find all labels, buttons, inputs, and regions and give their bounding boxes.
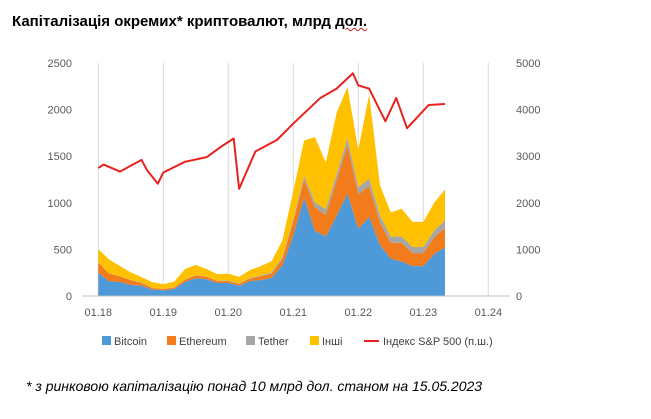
area-bitcoin (98, 193, 445, 296)
y-left-tick-label: 500 (54, 244, 72, 256)
x-tick-label: 01.23 (410, 307, 438, 319)
y-axis-right: 0 1000 2000 3000 4000 5000 (516, 58, 540, 303)
y-right-tick-label: 1000 (516, 244, 540, 256)
legend-label-ethereum: Ethereum (179, 336, 227, 348)
legend-swatch-bitcoin (102, 336, 111, 345)
x-tick-label: 01.18 (84, 307, 112, 319)
sp500-line-series (97, 72, 446, 190)
chart-title-unit: дол. (335, 13, 368, 30)
x-tick-label: 01.20 (215, 307, 243, 319)
stacked-area-chart: 0 500 1000 1500 2000 2500 0 1000 2000 3000 4000 50… (48, 58, 541, 348)
area-series (98, 87, 445, 296)
footnote: * з ринковою капіталізацію понад 10 млрд… (26, 378, 483, 394)
y-axis-left: 0 500 1000 1500 2000 2500 (48, 58, 72, 303)
y-left-tick-label: 1500 (48, 151, 72, 163)
x-tick-label: 01.24 (475, 307, 503, 319)
chart-title-main: Капіталізація окремих* криптовалют, млрд (12, 13, 336, 30)
y-right-tick-label: 4000 (516, 105, 540, 117)
y-left-tick-label: 0 (66, 291, 72, 303)
legend-swatch-ethereum (167, 336, 176, 345)
sp500-line (97, 72, 446, 190)
y-left-tick-label: 2000 (48, 105, 72, 117)
y-left-tick-label: 1000 (48, 198, 72, 210)
legend-label-other: Інші (322, 336, 342, 348)
y-right-tick-label: 2000 (516, 198, 540, 210)
x-axis: 01.18 01.19 01.20 01.21 01.22 01.23 01.24 (82, 295, 510, 319)
y-right-tick-label: 0 (516, 291, 522, 303)
legend: Bitcoin Ethereum Tether Інші Індекс S&P … (102, 336, 493, 348)
legend-label-sp500: Індекс S&P 500 (п.ш.) (383, 336, 493, 348)
area-ethereum (98, 145, 445, 291)
x-tick-label: 01.21 (280, 307, 308, 319)
y-left-tick-label: 2500 (48, 58, 72, 70)
legend-swatch-tether (246, 336, 255, 345)
y-right-tick-label: 5000 (516, 58, 540, 70)
area-інші (98, 87, 445, 289)
x-tick-label: 01.22 (345, 307, 373, 319)
x-tick-label: 01.19 (150, 307, 178, 319)
chart-title: Капіталізація окремих* криптовалют, млрд… (12, 13, 367, 30)
legend-swatch-other (310, 336, 319, 345)
legend-label-bitcoin: Bitcoin (114, 336, 147, 348)
legend-label-tether: Tether (258, 336, 289, 348)
y-right-tick-label: 3000 (516, 151, 540, 163)
